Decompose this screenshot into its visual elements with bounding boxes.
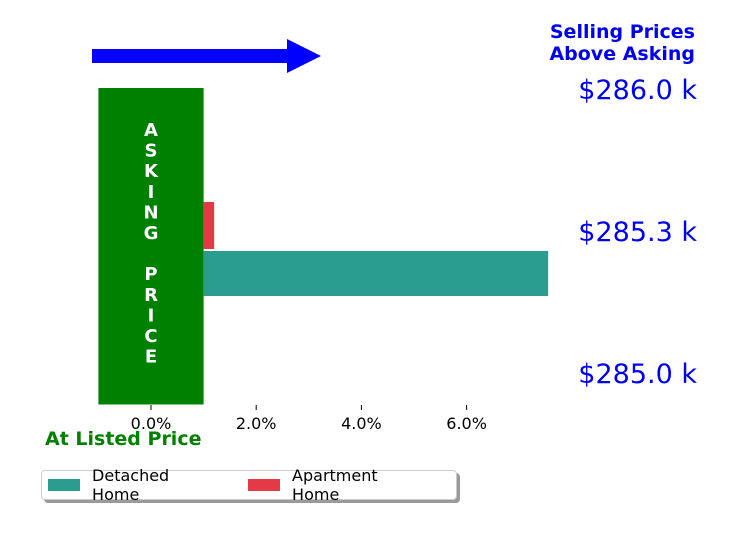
price-level-label: $285.0 k bbox=[578, 359, 697, 390]
asking-price-letter: G bbox=[144, 223, 159, 244]
x-axis-label: At Listed Price bbox=[45, 428, 201, 450]
x-tick-label: 4.0% bbox=[341, 414, 382, 433]
bar-apartment-home bbox=[203, 202, 215, 249]
x-tick-label: 0.0% bbox=[131, 414, 172, 433]
legend-item: Apartment Home bbox=[248, 466, 422, 504]
chart-title-line-1: Selling Prices bbox=[550, 21, 695, 43]
bar-detached-home bbox=[203, 251, 549, 296]
asking-price-band bbox=[98, 88, 204, 405]
legend-swatch bbox=[248, 479, 281, 491]
asking-price-letter: K bbox=[144, 161, 159, 182]
asking-price-letter: R bbox=[144, 285, 158, 306]
asking-price-letter: P bbox=[144, 264, 157, 285]
x-tick-label: 2.0% bbox=[236, 414, 277, 433]
asking-price-letter: C bbox=[144, 326, 157, 347]
x-tick-label: 6.0% bbox=[446, 414, 487, 433]
direction-arrow-shaft bbox=[92, 49, 288, 63]
legend-label: Apartment Home bbox=[292, 466, 378, 504]
asking-price-letter: I bbox=[148, 305, 155, 326]
asking-price-letter: I bbox=[148, 182, 155, 203]
asking-price-letter: A bbox=[144, 120, 158, 141]
legend-item: Detached Home bbox=[48, 466, 214, 504]
legend-swatch bbox=[48, 479, 81, 491]
legend-label: Detached Home bbox=[92, 466, 170, 504]
legend: Detached Home Apartment Home bbox=[41, 466, 457, 504]
asking-price-letter: E bbox=[145, 347, 157, 368]
price-level-label: $286.0 k bbox=[578, 75, 697, 106]
chart-title-line-2: Above Asking bbox=[549, 43, 695, 65]
direction-arrow-head bbox=[287, 39, 321, 73]
asking-price-letter: N bbox=[143, 202, 158, 223]
price-level-label: $285.3 k bbox=[578, 217, 697, 248]
asking-price-letter: S bbox=[145, 141, 158, 162]
